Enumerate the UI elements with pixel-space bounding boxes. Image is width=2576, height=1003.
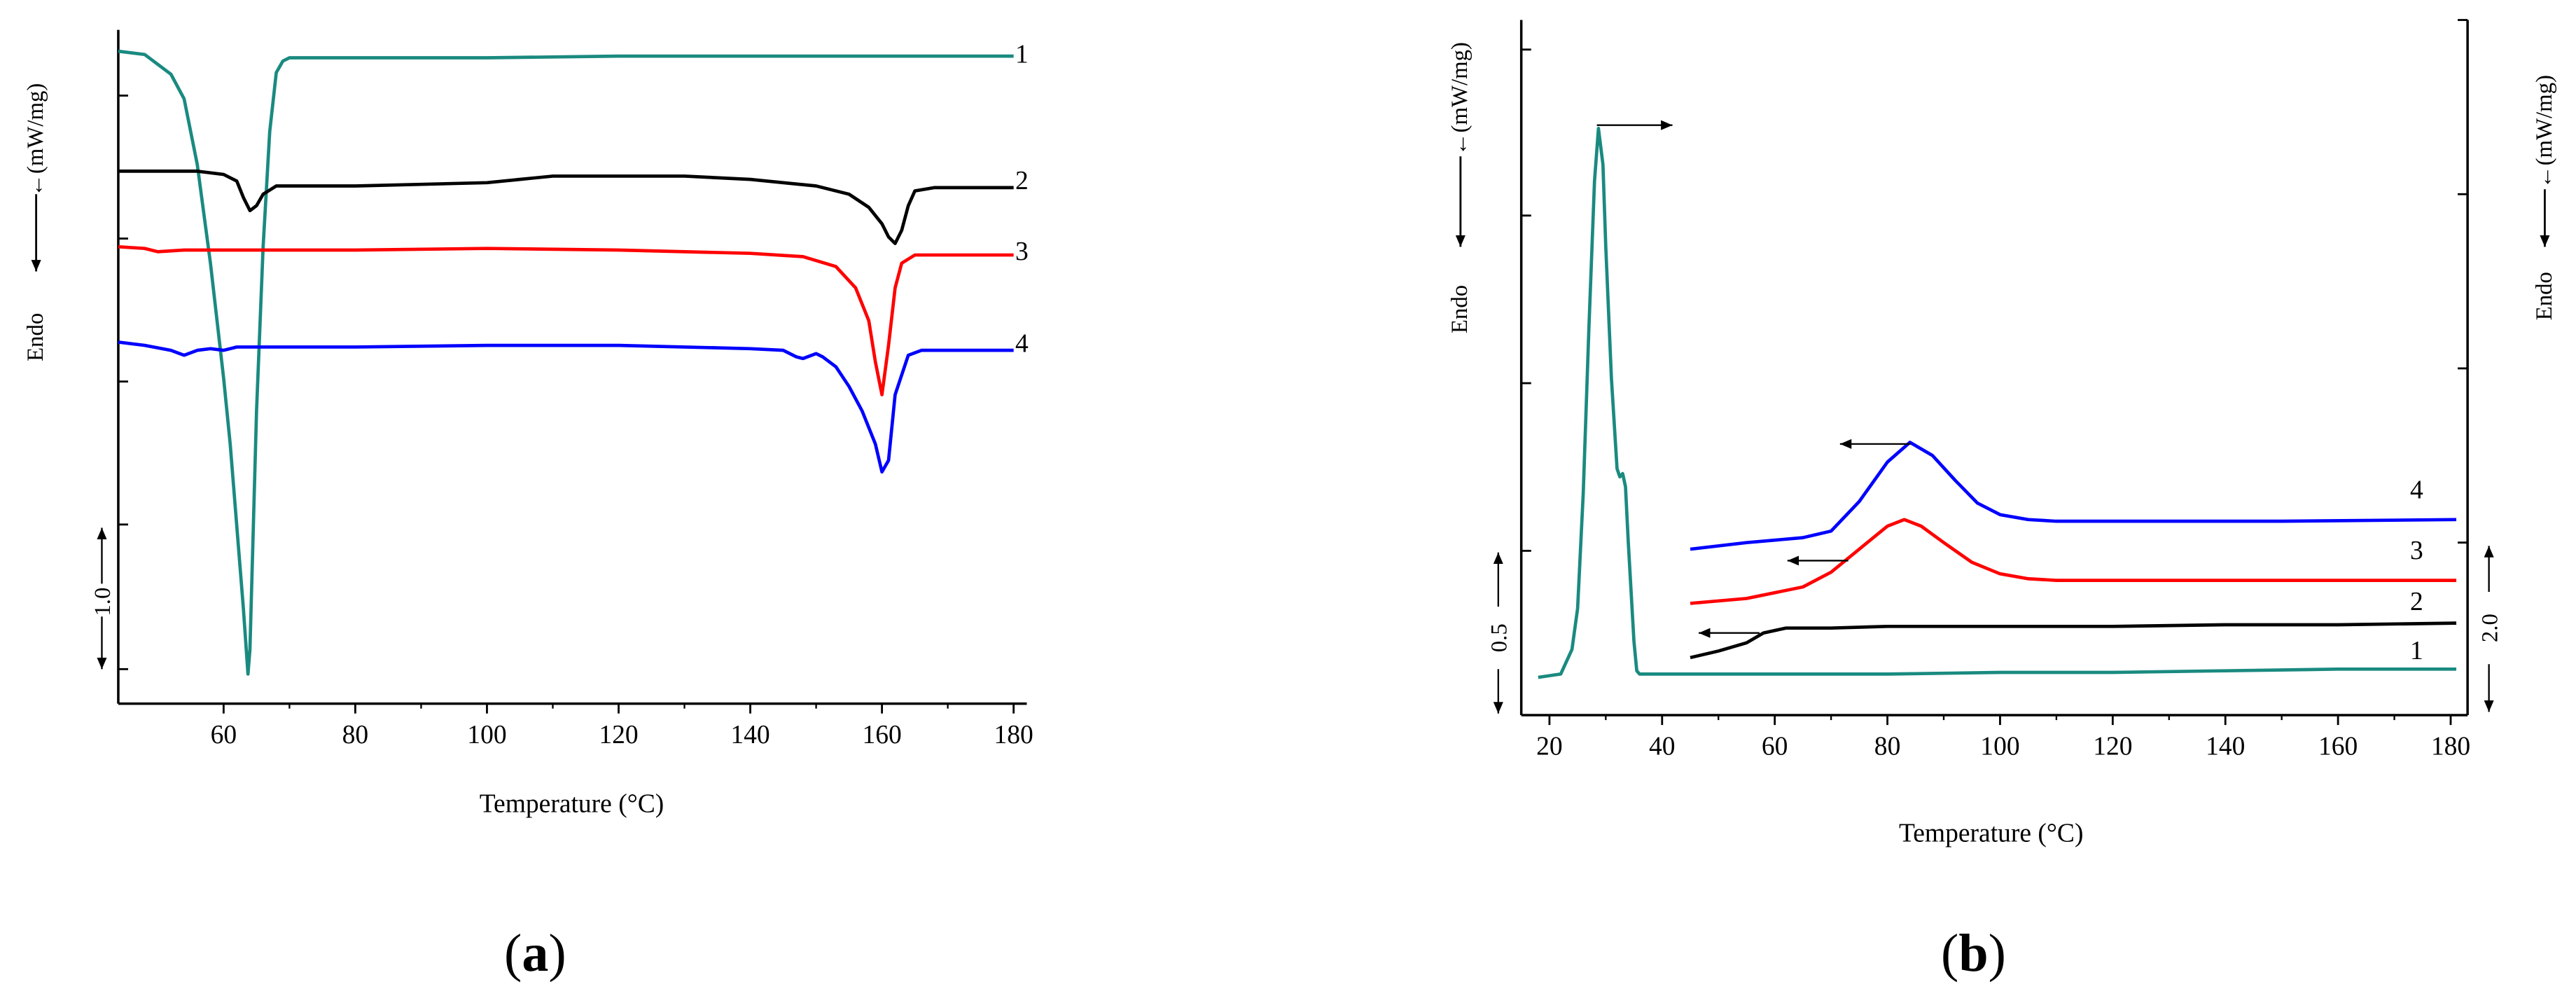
panel-a-x-tick-label: 60: [211, 721, 237, 749]
panel-a-series-1-label: 1: [1015, 41, 1029, 69]
panel-b-series-4-label: 4: [2410, 476, 2423, 504]
panel-b-x-tick-label: 20: [1536, 732, 1563, 761]
panel-a-x-tick-label: 120: [599, 721, 638, 749]
caption-b: (b): [1941, 924, 2006, 983]
panel-b-left-y-axis-label: ←(mW/mg): [1447, 42, 1473, 155]
panel-a-series-3-label: 3: [1015, 237, 1029, 266]
panel-b-x-tick-label: 100: [1980, 732, 2019, 761]
panel-b-x-tick-label: 160: [2318, 732, 2358, 761]
panel-b-series-1-line: [1538, 127, 2457, 679]
panel-b-x-tick-label: 120: [2093, 732, 2132, 761]
panel-a-series-2-line: [118, 170, 1014, 245]
panel-b-series-2-label: 2: [2410, 588, 2423, 616]
panel-b-x-tick-label: 180: [2431, 732, 2470, 761]
panel-a-scale-bar: 1.0: [90, 527, 116, 670]
panel-a-y-axis-label: ←(mW/mg): [23, 83, 48, 197]
panel-b-series-2-line: [1690, 621, 2457, 660]
panel-b-series-4-line: [1690, 441, 2457, 551]
panel-a-series-3-line: [118, 244, 1014, 396]
panel-b-x-ticks: 20 40 60 80 100 120 140 160 180: [1536, 715, 2470, 761]
panel-a-x-axis-label: Temperature (°C): [480, 789, 664, 818]
panel-a-x-tick-label: 180: [994, 721, 1033, 749]
panel-a-series-4-line: [118, 340, 1014, 474]
panel-a-x-tick-label: 140: [730, 721, 770, 749]
panel-a-endo-label: Endo: [23, 313, 48, 361]
panel-a: 60 80 100 120 140 160 180 1 2 3 4 1.0 ←(mW/mg) En…: [23, 29, 1033, 818]
panel-b-series-3-label: 3: [2410, 537, 2423, 565]
panel-b-y-ticks: [1521, 19, 2468, 552]
panel-a-x-tick-label: 80: [342, 721, 369, 749]
panel-a-scale-bar-label: 1.0: [90, 588, 116, 616]
caption-b-letter: b: [1958, 924, 1989, 983]
panel-b-right-endo-label: Endo: [2532, 272, 2557, 320]
panel-a-series-2-label: 2: [1015, 167, 1029, 195]
panel-a-series: 1 2 3 4: [118, 41, 1029, 676]
panel-b-x-axis-label: Temperature (°C): [1899, 819, 2084, 848]
panel-b: 20 40 60 80 100 120 140 160 180 1 2 3 4 0.5 2.0 ←(m…: [1447, 19, 2557, 848]
panel-a-series-4-label: 4: [1015, 329, 1029, 358]
panel-a-y-ticks: [118, 95, 129, 670]
caption-a: (a): [504, 924, 566, 983]
panel-a-series-1-line: [118, 49, 1014, 676]
panel-b-right-scale-bar: 2.0: [2477, 546, 2502, 712]
panel-b-left-scale-bar: 0.5: [1487, 552, 1512, 714]
panel-b-x-tick-label: 80: [1874, 732, 1901, 761]
panel-b-left-endo-label: Endo: [1447, 285, 1473, 333]
panel-a-x-tick-label: 160: [862, 721, 901, 749]
caption-a-letter: a: [522, 924, 549, 983]
panel-b-right-y-axis-label: ←(mW/mg): [2532, 75, 2557, 188]
panel-b-series-3-line: [1690, 518, 2457, 605]
panel-b-x-tick-label: 40: [1649, 732, 1676, 761]
panel-a-x-ticks: 60 80 100 120 140 160 180: [211, 703, 1033, 749]
panel-b-x-tick-label: 60: [1762, 732, 1788, 761]
panel-b-series-1-label: 1: [2410, 637, 2423, 665]
panel-b-left-scale-bar-label: 0.5: [1487, 623, 1512, 652]
panel-a-x-tick-label: 100: [467, 721, 506, 749]
panel-b-series: 1 2 3 4: [1538, 127, 2457, 679]
panel-b-x-tick-label: 140: [2206, 732, 2245, 761]
panel-b-right-scale-bar-label: 2.0: [2477, 614, 2502, 642]
